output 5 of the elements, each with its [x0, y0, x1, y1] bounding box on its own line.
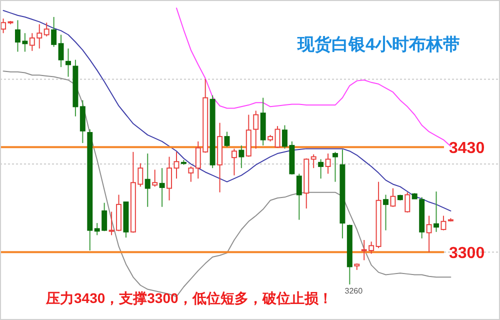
annotation: 压力3430，支撑3300，低位短多，破位止损！: [45, 290, 332, 306]
text: 现货白银4小时布林带: [296, 35, 460, 54]
ref-line-label: 3430: [449, 140, 485, 158]
ref-line-label: 3300: [449, 245, 485, 262]
annotation: 3260: [344, 286, 364, 296]
